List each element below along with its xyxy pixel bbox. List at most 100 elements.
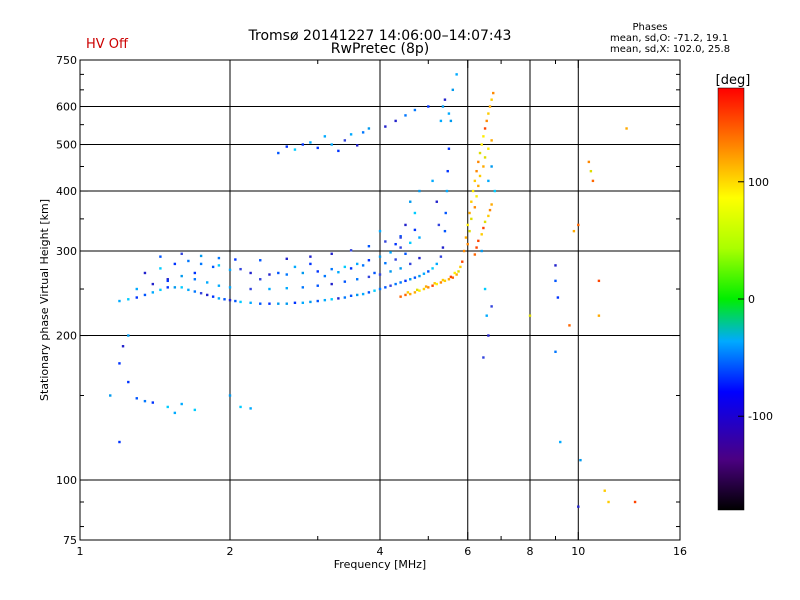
data-point-x-mode [490,203,493,206]
data-point-o-mode [309,255,312,258]
data-point-o-mode [309,300,312,304]
x-tick-label: 10 [571,545,585,558]
data-point-x-mode [485,119,488,123]
data-point-o-mode [259,259,262,262]
data-point-o-mode [330,143,333,146]
colorbar-tick-label: 0 [748,293,755,306]
data-point-o-mode [349,267,353,270]
data-point-o-mode [409,262,412,266]
data-point-o-mode [323,274,327,278]
data-point-x-mode [478,151,482,155]
colorbar-label: [deg] [716,73,751,88]
data-point-o-mode [394,258,397,261]
data-point-x-mode [409,292,412,296]
data-point-x-mode [439,281,443,284]
data-point-o-mode [449,119,453,123]
data-point-o-mode [259,302,262,305]
data-point-x-mode [528,314,532,317]
data-point-x-mode [415,288,419,292]
data-point-x-mode [466,242,469,246]
data-point-x-mode [473,179,477,183]
data-point-o-mode [443,98,447,101]
data-point-o-mode [427,270,430,273]
data-point-o-mode [127,298,130,301]
data-point-o-mode [309,262,312,266]
data-point-o-mode [277,271,280,275]
data-point-o-mode [193,278,197,281]
data-point-x-mode [577,223,580,227]
data-point-o-mode [343,265,347,269]
data-point-o-mode [199,254,203,258]
data-point-o-mode [485,314,488,317]
data-point-o-mode [143,399,147,403]
data-point-x-mode [468,229,471,233]
data-point-o-mode [268,302,271,305]
colorbar-tick-label: 100 [748,176,769,189]
data-point-x-mode [435,282,438,286]
data-point-o-mode [409,241,412,245]
data-point-o-mode [217,284,221,287]
data-point-o-mode [378,229,382,233]
data-point-o-mode [217,297,221,300]
data-point-o-mode [143,271,147,275]
data-point-o-mode [330,298,333,301]
data-point-o-mode [285,302,288,305]
data-point-o-mode [367,259,371,262]
data-point-o-mode [217,264,221,267]
data-point-o-mode [239,267,242,271]
data-point-o-mode [343,280,347,283]
data-point-o-mode [301,271,305,275]
y-tick-label: 600 [56,101,77,114]
data-point-x-mode [591,179,595,183]
data-point-o-mode [384,240,387,243]
chart-title: Tromsø 20141227 14:06:00–14:07:43 [248,28,512,44]
data-point-o-mode [373,271,376,275]
data-point-x-mode [487,214,490,218]
data-point-o-mode [361,264,365,267]
data-point-o-mode [173,411,177,415]
data-point-o-mode [316,146,319,150]
data-point-x-mode [459,265,462,269]
data-point-o-mode [378,255,382,258]
data-point-o-mode [277,302,280,305]
data-point-o-mode [249,287,252,291]
data-point-o-mode [301,143,305,146]
data-point-o-mode [404,252,407,256]
data-point-o-mode [259,278,262,281]
data-point-x-mode [433,282,436,285]
data-point-x-mode [483,220,487,224]
data-point-o-mode [480,249,483,253]
x-tick-label: 4 [377,545,384,558]
data-point-o-mode [422,272,426,275]
phases-o-mode-stats: mean, sd,O: -71.2, 19.1 [610,33,729,44]
data-point-x-mode [625,127,628,130]
data-point-o-mode [118,362,121,365]
data-point-x-mode [475,195,478,198]
axis-ticks: 1 2 4 6 8 10 16 75 100 200 300 400 500 600 750 [56,54,687,558]
data-point-o-mode [223,298,226,301]
data-point-x-mode [468,211,471,215]
data-point-x-mode [597,279,601,283]
data-point-x-mode [404,293,407,297]
data-point-o-mode [446,169,449,173]
data-point-o-mode [121,345,125,348]
data-point-o-mode [234,258,237,261]
data-point-x-mode [480,143,483,146]
colorbar-ticks: 100 0 -100 [738,176,773,423]
y-tick-label: 750 [56,54,77,67]
data-point-o-mode [217,256,221,260]
data-point-x-mode [490,98,493,101]
data-point-o-mode [394,119,397,123]
data-point-o-mode [384,125,387,128]
y-tick-label: 300 [56,245,77,258]
data-point-o-mode [349,294,353,297]
data-point-o-mode [455,73,458,76]
data-point-o-mode [367,127,371,130]
data-point-x-mode [451,276,455,279]
data-point-o-mode [127,334,130,337]
data-point-o-mode [330,252,333,256]
data-point-o-mode [355,262,359,266]
data-point-o-mode [228,298,232,302]
data-point-o-mode [404,223,407,227]
data-point-x-mode [482,226,485,230]
